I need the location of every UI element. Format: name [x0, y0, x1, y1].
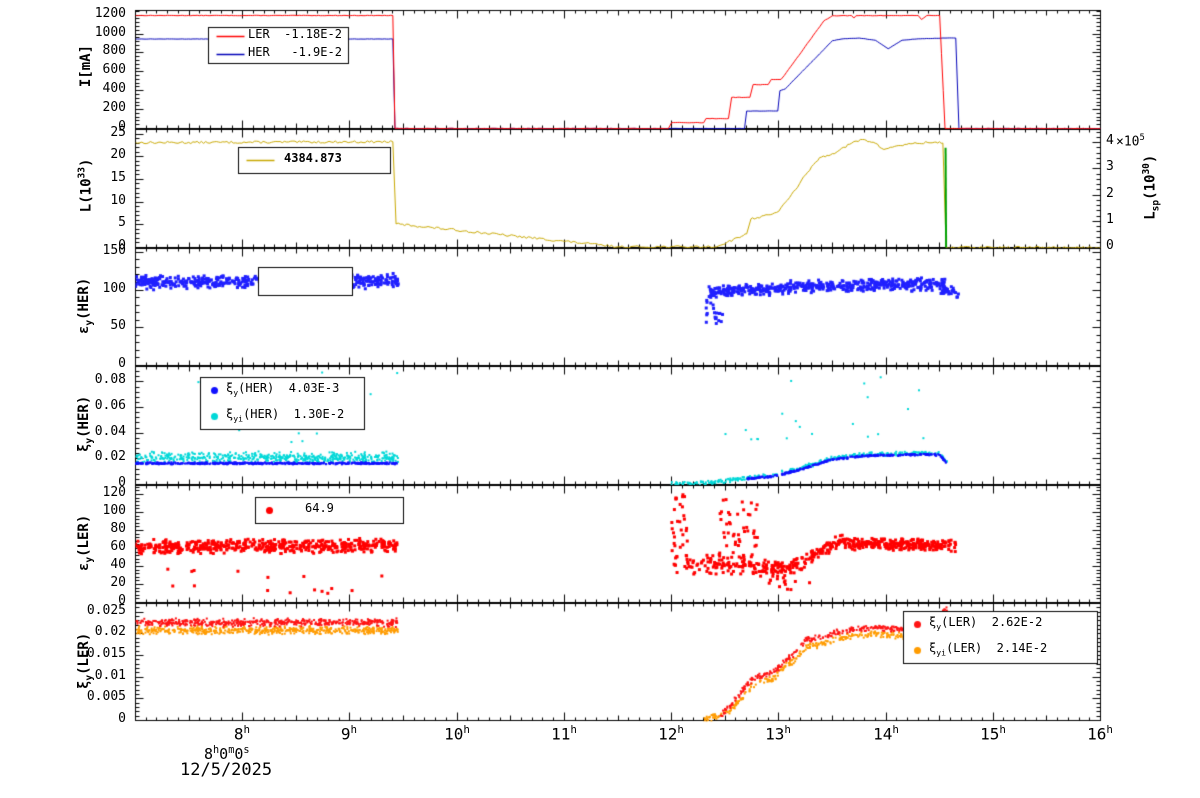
- y-tick-label: 50: [110, 318, 126, 333]
- right-y-tick-label: 3: [1106, 159, 1114, 174]
- y-tick-label: 1000: [94, 25, 126, 40]
- y-tick-label: 400: [102, 81, 126, 96]
- x-tick-label: 8h: [233, 723, 251, 744]
- x-tick-label: 15h: [980, 723, 1006, 744]
- x-tick-label: 14h: [873, 723, 899, 744]
- x-tick-label: 10h: [444, 723, 470, 744]
- legend-entry-label: 4384.873: [284, 151, 342, 165]
- y-tick-label: 20: [110, 575, 126, 590]
- x-tick-label: 11h: [551, 723, 577, 744]
- legend-entry-label: ξyi(HER) 1.30E-2: [226, 407, 345, 424]
- y-tick-label: 0.015: [86, 646, 126, 661]
- y-tick-label: 0: [118, 475, 126, 490]
- y-tick-label: 0: [118, 593, 126, 608]
- y-tick-label: 1200: [94, 6, 126, 21]
- y-tick-label: 0.08: [94, 372, 126, 387]
- y-tick-label: 80: [110, 521, 126, 536]
- y-tick-label: 0: [118, 356, 126, 371]
- right-y-tick-label: 1: [1106, 212, 1114, 227]
- y-tick-label: 600: [102, 62, 126, 77]
- y-tick-label: 15: [110, 170, 126, 185]
- y-tick-label: 0: [118, 119, 126, 134]
- legend-entry-label: ξyi(LER) 2.14E-2: [929, 641, 1048, 658]
- y-tick-label: 800: [102, 43, 126, 58]
- y-tick-label: 0.02: [94, 624, 126, 639]
- y-tick-label: 5: [118, 215, 126, 230]
- x-axis-start-time-label: 8h0m0s: [204, 745, 250, 763]
- y-tick-label: 10: [110, 193, 126, 208]
- y-tick-label: 20: [110, 147, 126, 162]
- x-tick-label: 13h: [765, 723, 791, 744]
- x-tick-label: 12h: [658, 723, 684, 744]
- y-tick-label: 0: [118, 238, 126, 253]
- y-tick-label: 0.01: [94, 668, 126, 683]
- y-tick-label: 100: [102, 281, 126, 296]
- y-tick-label: 0.005: [86, 689, 126, 704]
- legend-entry-label: ξy(HER) 4.03E-3: [226, 381, 340, 398]
- legend-entry-label: 64.9: [305, 501, 334, 515]
- x-tick-label: 16h: [1087, 723, 1113, 744]
- y-tick-label: 0.04: [94, 424, 126, 439]
- y-tick-label: 200: [102, 100, 126, 115]
- x-axis-date-label: 12/5/2025: [180, 760, 273, 780]
- right-y-tick-label: 0: [1106, 238, 1114, 253]
- legend-entry-label: HER -1.9E-2: [248, 45, 342, 59]
- y-tick-label: 120: [102, 485, 126, 500]
- y-tick-label: 25: [110, 125, 126, 140]
- y-tick-label: 100: [102, 503, 126, 518]
- right-axis-exponent: ×105: [1116, 133, 1145, 150]
- y-tick-label: 0.02: [94, 449, 126, 464]
- y-tick-label: 40: [110, 557, 126, 572]
- y-tick-label: 150: [102, 243, 126, 258]
- x-tick-label: 9h: [340, 723, 358, 744]
- legend-entry-label: ξy(LER) 2.62E-2: [929, 615, 1043, 632]
- y-axis-title: ξy(LER): [76, 632, 95, 689]
- right-y-tick-label: 2: [1106, 186, 1114, 201]
- y-tick-label: 0.06: [94, 398, 126, 413]
- y-tick-label: 0.025: [86, 603, 126, 618]
- y-tick-label: 60: [110, 539, 126, 554]
- legend-entry-label: LER -1.18E-2: [248, 27, 342, 41]
- right-y-axis-title: Lsp(1030): [1140, 154, 1162, 220]
- right-y-tick-label: 4: [1106, 133, 1114, 148]
- y-tick-label: 0: [118, 711, 126, 726]
